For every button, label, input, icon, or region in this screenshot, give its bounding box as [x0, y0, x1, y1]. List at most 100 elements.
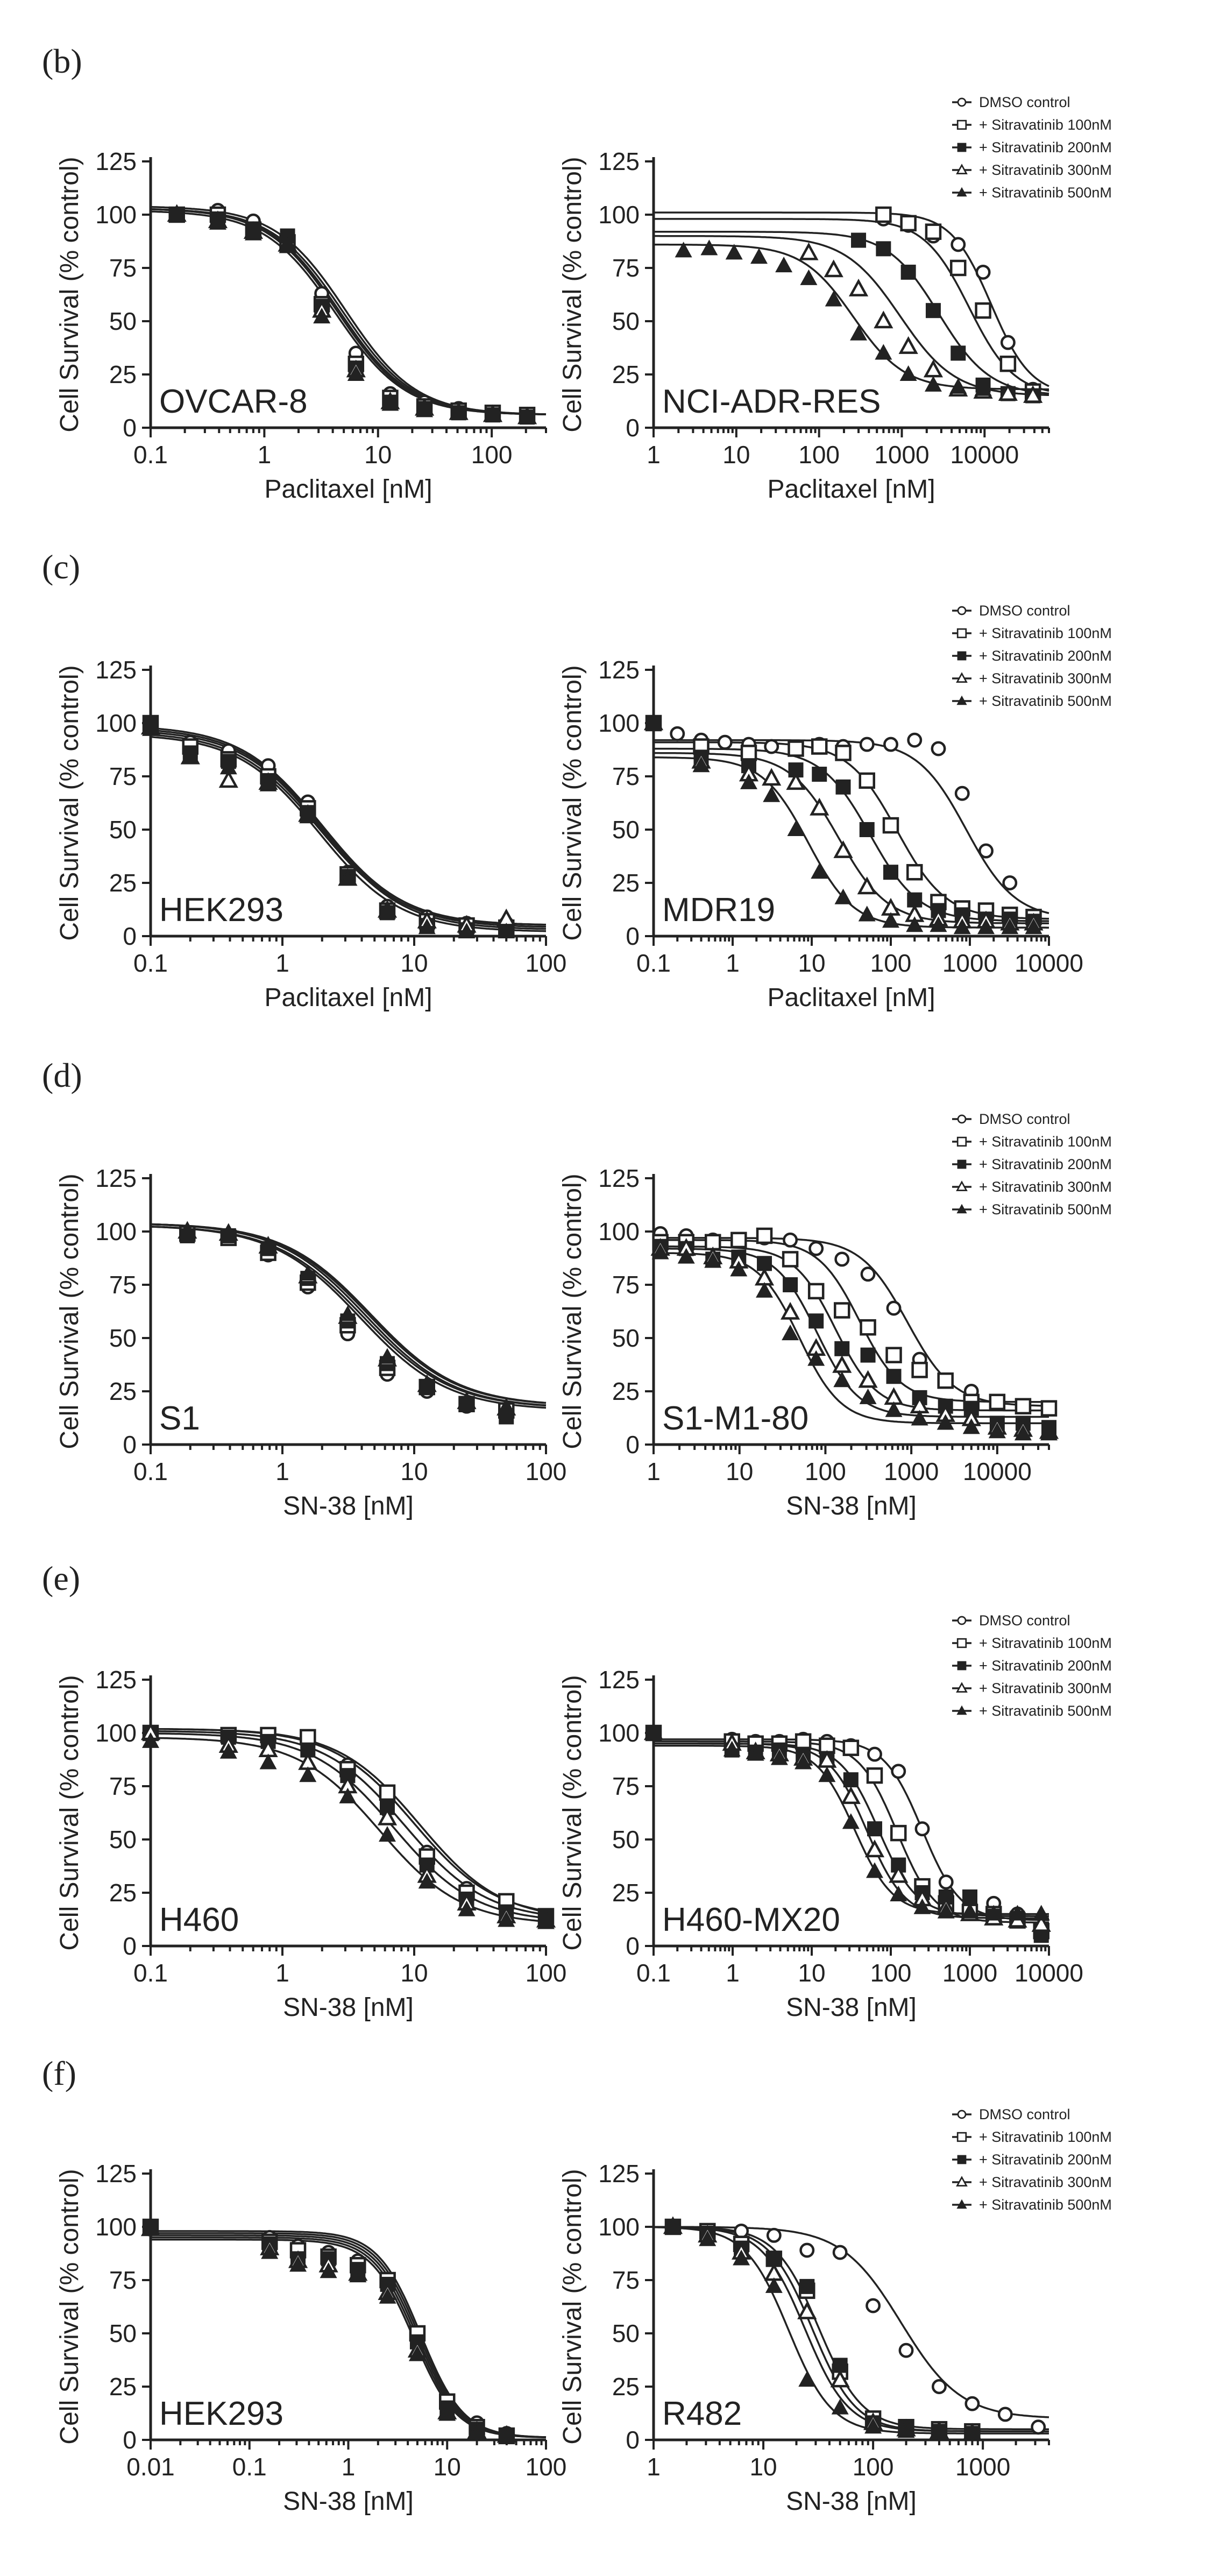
- data-point: [378, 1826, 396, 1842]
- y-tick-label: 50: [612, 1324, 640, 1352]
- legend-marker: [957, 651, 967, 661]
- y-axis-title: Cell Survival (% control): [55, 2169, 84, 2444]
- y-axis-title: Cell Survival (% control): [558, 2169, 587, 2444]
- legend-marker: [956, 1136, 967, 1147]
- legend-marker: [957, 2155, 967, 2164]
- legend-marker: [956, 695, 967, 705]
- data-point: [963, 2424, 981, 2440]
- data-point: [498, 1911, 515, 1927]
- data-point: [781, 1301, 800, 1320]
- data-point: [841, 1786, 861, 1804]
- x-axis-title: Paclitaxel [nM]: [264, 983, 432, 1012]
- y-tick-label: 100: [598, 1218, 640, 1245]
- legend-marker: [957, 1616, 967, 1625]
- fit-curve: [654, 218, 1049, 392]
- data-point: [975, 264, 991, 280]
- legend-marker: [956, 1705, 967, 1715]
- data-point: [787, 820, 805, 837]
- data-point: [300, 1729, 316, 1746]
- fit-curve: [150, 733, 547, 926]
- data-point: [347, 365, 365, 381]
- data-point: [458, 1392, 476, 1409]
- y-tick-label: 0: [626, 414, 640, 442]
- data-point: [906, 864, 923, 881]
- data-point: [998, 383, 1018, 401]
- data-point: [750, 248, 768, 264]
- data-point: [997, 2407, 1013, 2422]
- data-point: [181, 748, 199, 764]
- x-tick-label: 10: [364, 441, 392, 469]
- data-point: [832, 2245, 848, 2260]
- y-tick-label: 100: [598, 1719, 640, 1747]
- y-tick-label: 50: [109, 307, 137, 335]
- fit-curve: [654, 1740, 1049, 1924]
- y-tick-label: 25: [109, 1377, 137, 1405]
- data-point: [289, 2256, 307, 2272]
- legend-label: + Sitravatinib 500nM: [979, 1703, 1112, 1719]
- x-tick-label: 100: [870, 1959, 912, 1987]
- y-tick-label: 0: [626, 2426, 640, 2454]
- data-point: [537, 1913, 555, 1929]
- data-point: [377, 1807, 398, 1825]
- data-point: [866, 2298, 881, 2313]
- panel-letter: (b): [42, 42, 82, 80]
- data-point: [418, 1873, 436, 1889]
- data-point: [864, 2418, 882, 2434]
- y-tick-label: 0: [123, 1932, 137, 1960]
- y-tick-label: 125: [598, 147, 640, 175]
- data-point: [834, 888, 852, 904]
- x-axis-title: SN-38 [nM]: [283, 1492, 414, 1520]
- y-tick-label: 125: [95, 1666, 137, 1694]
- cell-line-label: S1: [159, 1400, 200, 1437]
- x-tick-label: 1: [258, 441, 272, 469]
- x-tick-label: 1: [275, 949, 289, 977]
- x-tick-label: 100: [526, 1457, 567, 1485]
- data-point: [988, 1423, 1006, 1439]
- data-point: [874, 310, 893, 329]
- data-point: [808, 1313, 824, 1329]
- legend-label: + Sitravatinib 100nM: [979, 2129, 1112, 2145]
- data-point: [882, 817, 899, 834]
- data-point: [860, 1347, 876, 1363]
- data-point: [859, 822, 875, 837]
- x-tick-label: 1000: [884, 1457, 939, 1485]
- panel-letter: (c): [42, 548, 80, 586]
- data-point: [1023, 385, 1043, 403]
- x-tick-label: 0.1: [636, 949, 671, 977]
- data-point: [985, 1905, 1003, 1921]
- data-point: [692, 756, 710, 773]
- data-point: [279, 237, 296, 253]
- data-point: [885, 1347, 902, 1363]
- x-tick-label: 100: [853, 2453, 894, 2481]
- data-point: [450, 404, 467, 420]
- data-point: [857, 876, 877, 895]
- data-point: [913, 1898, 931, 1914]
- legend-label: DMSO control: [979, 603, 1070, 619]
- x-tick-label: 10: [400, 1959, 428, 1987]
- y-tick-label: 100: [95, 201, 137, 229]
- data-point: [1002, 875, 1018, 890]
- data-point: [1001, 918, 1019, 935]
- data-point: [930, 916, 947, 932]
- data-point: [931, 903, 946, 918]
- data-point: [925, 303, 941, 319]
- y-tick-label: 50: [612, 2319, 640, 2347]
- data-point: [218, 770, 238, 788]
- data-point: [349, 2267, 367, 2283]
- data-point: [219, 1224, 237, 1241]
- data-point: [843, 1772, 859, 1788]
- legend-marker: [956, 119, 967, 130]
- cell-line-label: MDR19: [662, 891, 775, 929]
- x-tick-label: 0.1: [133, 1457, 168, 1485]
- data-point: [889, 1865, 909, 1883]
- data-point: [261, 2243, 279, 2259]
- data-point: [416, 401, 434, 417]
- data-point: [700, 239, 718, 256]
- chart-s1-m1-80: 0 25 50 75 100 125 1 10 100 1000 10000 SN-38 [nM] Ce…: [558, 1111, 1112, 1520]
- data-point: [842, 1813, 860, 1829]
- legend-marker: [956, 1682, 968, 1693]
- data-point: [1000, 335, 1016, 350]
- data-point: [484, 406, 501, 422]
- data-point: [890, 1824, 907, 1842]
- chart-ovcar-8: 0 25 50 75 100 125 0.1 1 10 100 Paclitaxel [nM] Cel…: [55, 147, 547, 504]
